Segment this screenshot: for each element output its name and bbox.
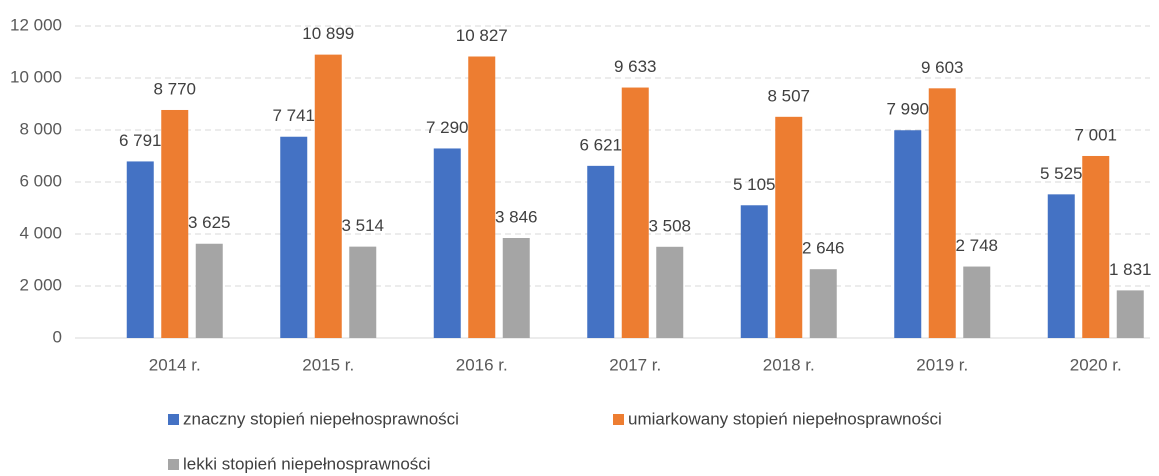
data-label: 3 625	[188, 213, 231, 232]
bar	[621, 87, 649, 339]
y-tick-label: 4 000	[19, 223, 62, 242]
data-label: 7 290	[426, 118, 469, 137]
data-label: 9 633	[614, 57, 657, 76]
bar	[656, 246, 684, 338]
bar	[809, 269, 837, 338]
data-label: 7 741	[272, 106, 315, 125]
data-label: 7 001	[1074, 125, 1117, 144]
data-label: 3 514	[341, 216, 384, 235]
data-label: 10 827	[456, 26, 508, 45]
bar	[587, 165, 615, 338]
data-label: 5 105	[733, 175, 776, 194]
bar	[1116, 290, 1144, 338]
bar	[1047, 194, 1075, 338]
bar	[468, 56, 496, 339]
x-tick-label: 2020 r.	[1070, 355, 1122, 374]
bar	[894, 130, 922, 338]
x-tick-label: 2019 r.	[916, 355, 968, 374]
data-label: 3 508	[648, 216, 691, 235]
x-tick-label: 2014 r.	[149, 355, 201, 374]
x-tick-label: 2015 r.	[302, 355, 354, 374]
legend-label: lekki stopień niepełnosprawności	[183, 454, 431, 473]
data-label: 9 603	[921, 58, 964, 77]
y-tick-label: 6 000	[19, 171, 62, 190]
data-label: 8 770	[153, 79, 196, 98]
legend-swatch	[613, 414, 624, 425]
bar	[349, 246, 377, 338]
bar	[280, 136, 308, 338]
y-tick-label: 2 000	[19, 275, 62, 294]
bar	[740, 205, 768, 338]
data-label: 6 621	[579, 135, 622, 154]
y-tick-label: 8 000	[19, 119, 62, 138]
bar	[1082, 155, 1110, 338]
data-label: 10 899	[302, 24, 354, 43]
data-label: 6 791	[119, 131, 162, 150]
data-label: 1 831	[1109, 260, 1152, 279]
data-label: 2 748	[955, 236, 998, 255]
bar	[928, 88, 956, 339]
bar	[963, 266, 991, 338]
legend-label: umiarkowany stopień niepełnosprawności	[628, 409, 942, 428]
x-tick-label: 2018 r.	[763, 355, 815, 374]
bar	[195, 243, 223, 338]
legend-label: znaczny stopień niepełnosprawności	[183, 409, 459, 428]
bar	[161, 109, 189, 338]
y-tick-label: 0	[53, 327, 62, 346]
data-label: 7 990	[886, 100, 929, 119]
legend-swatch	[168, 414, 179, 425]
data-label: 5 525	[1040, 164, 1083, 183]
y-tick-label: 12 000	[10, 15, 62, 34]
data-label: 8 507	[767, 86, 810, 105]
legend-swatch	[168, 459, 179, 470]
x-tick-label: 2016 r.	[456, 355, 508, 374]
bar	[775, 116, 803, 339]
y-tick-label: 10 000	[10, 67, 62, 86]
data-label: 2 646	[802, 239, 845, 258]
bar	[314, 54, 342, 338]
data-label: 3 846	[495, 207, 538, 226]
bar	[126, 161, 154, 338]
x-tick-label: 2017 r.	[609, 355, 661, 374]
bar	[502, 238, 530, 338]
bar	[433, 148, 461, 338]
